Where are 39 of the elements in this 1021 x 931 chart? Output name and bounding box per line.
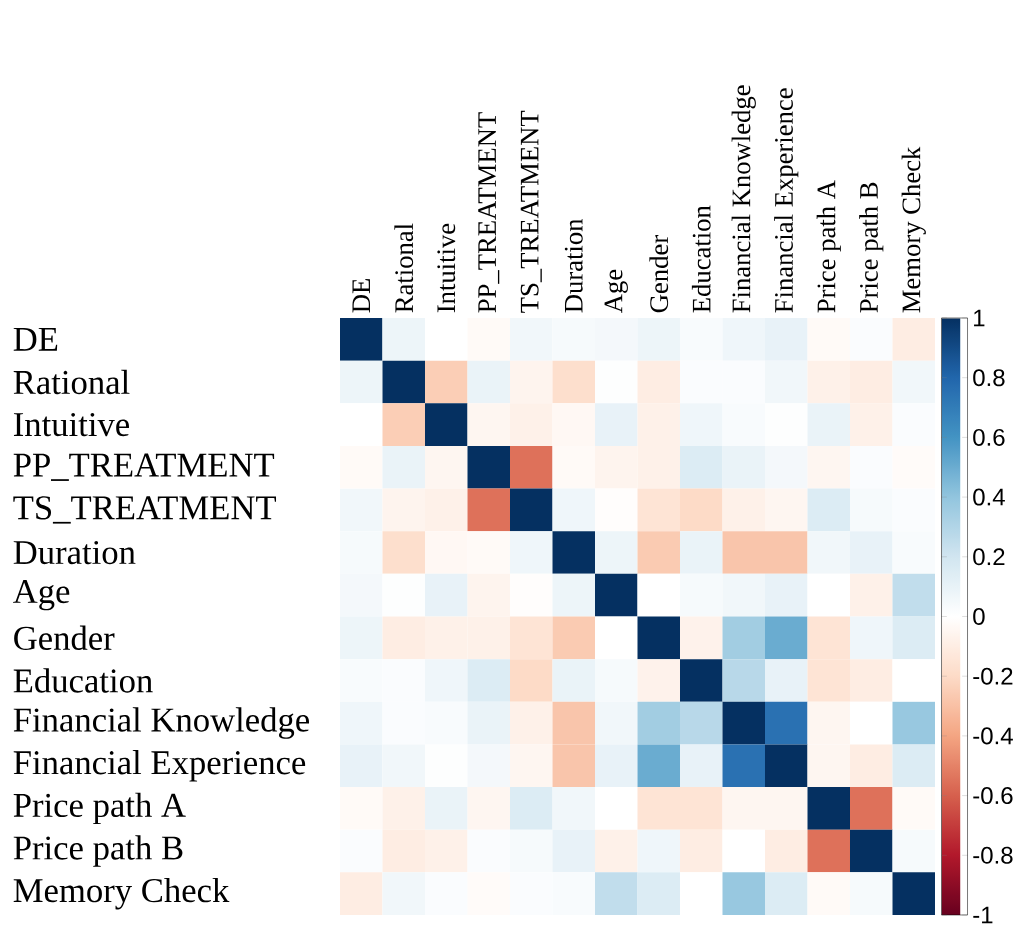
- color-bar-label: -0.4: [973, 727, 1013, 745]
- x-tick-label: PP_TREATMENT: [478, 112, 500, 313]
- x-tick-label: Gender: [649, 235, 669, 313]
- x-tick-label: TS_TREATMENT: [520, 110, 542, 313]
- x-tick-label: Financial Knowledge: [731, 85, 756, 313]
- y-tick-label: Age: [13, 579, 70, 611]
- x-tick-label: Duration: [564, 218, 583, 313]
- color-bar-label: 0: [973, 607, 985, 625]
- x-tick-label: Rational: [394, 223, 414, 313]
- y-tick-label: Education: [13, 668, 153, 693]
- y-tick-label: PP_TREATMENT: [13, 453, 275, 481]
- x-tick-label: Intuitive: [437, 223, 456, 313]
- color-bar-label: -1: [973, 906, 993, 924]
- color-bar-label: -0.6: [973, 787, 1013, 805]
- x-tick-label: Memory Check: [901, 146, 926, 313]
- x-tick-label: Price path B: [859, 182, 884, 313]
- y-tick-label: DE: [13, 327, 58, 351]
- y-tick-label: Intuitive: [13, 412, 129, 437]
- y-tick-label: Rational: [13, 369, 130, 395]
- color-bar-label: 1: [974, 309, 985, 327]
- color-bar-label: -0.8: [973, 846, 1013, 864]
- color-bar-label: 0.2: [973, 548, 1005, 566]
- color-bar-label: 0.8: [973, 369, 1005, 387]
- x-tick-label: Education: [691, 205, 711, 313]
- x-tick-label: Age: [604, 269, 628, 314]
- y-tick-label: Price path A: [13, 792, 186, 825]
- x-tick-label: Price path A: [816, 180, 841, 313]
- y-tick-label: Gender: [14, 625, 115, 651]
- x-tick-label: Financial Experience: [774, 88, 799, 313]
- y-tick-label: Duration: [13, 540, 136, 565]
- y-tick-label: TS_TREATMENT: [13, 496, 277, 524]
- x-tick-label: DE: [352, 279, 370, 313]
- y-tick-label: Price path B: [13, 835, 183, 867]
- color-bar-label: 0.6: [973, 428, 1005, 446]
- y-tick-label: Financial Knowledge: [13, 707, 309, 739]
- color-bar-label: -0.2: [973, 667, 1013, 685]
- y-tick-label: Financial Experience: [13, 750, 306, 782]
- color-bar-label: 0.4: [973, 488, 1005, 506]
- y-tick-label: Memory Check: [13, 877, 230, 910]
